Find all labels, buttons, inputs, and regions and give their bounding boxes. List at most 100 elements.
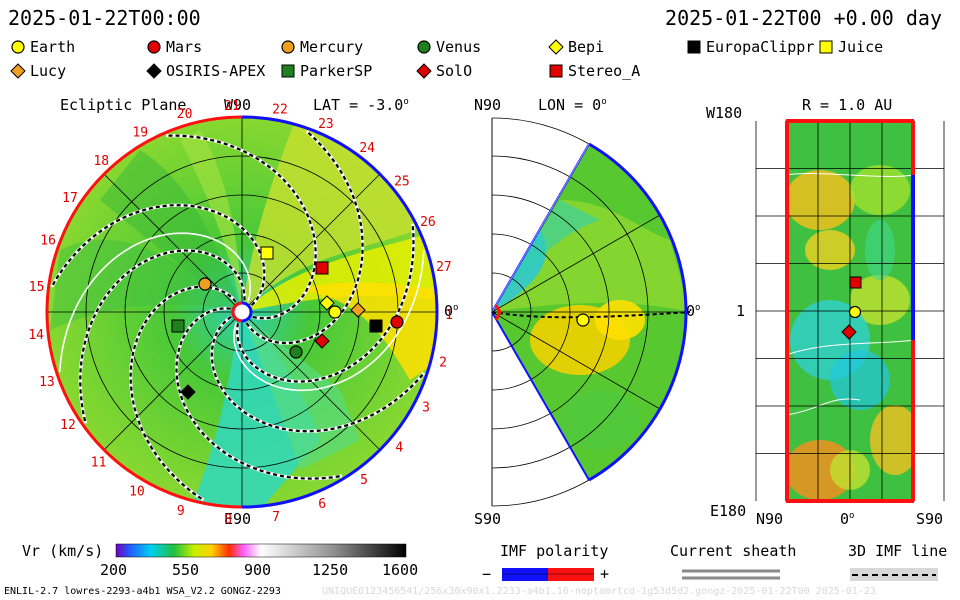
legend-item-earth: Earth — [10, 38, 75, 56]
colorbar-tick-200: 200 — [100, 561, 128, 579]
meridional-right-label: 0o — [686, 302, 701, 320]
legend-item-parkersp: ParkerSP — [280, 62, 372, 80]
rotation-label-1: 1 — [445, 308, 453, 323]
venus-marker-icon — [417, 40, 431, 54]
imf-line — [50, 204, 266, 306]
legend-label: ParkerSP — [300, 62, 373, 80]
ecliptic-top-label: W90 — [224, 96, 252, 114]
meridional-grid-line — [491, 311, 661, 410]
latlon-stereo-a-marker — [849, 276, 862, 289]
rotation-label-23: 23 — [318, 117, 334, 132]
ecliptic-mercury-marker — [198, 277, 212, 291]
ecliptic-title: Ecliptic Plane — [60, 96, 187, 114]
latlon-x-left-label: N90 — [756, 510, 784, 528]
imf-polarity-title: IMF polarity — [500, 542, 609, 560]
rotation-label-12: 12 — [60, 418, 76, 433]
imf-line — [235, 223, 415, 383]
rotation-label-13: 13 — [39, 375, 55, 390]
rotation-label-4: 4 — [395, 441, 403, 456]
parkersp-marker-icon — [281, 64, 295, 78]
rotation-label-17: 17 — [62, 191, 78, 206]
current-sheath-title: Current sheath — [670, 542, 797, 560]
lucy-marker-icon — [10, 63, 26, 79]
date-offset-title: 2025-01-22T00 +0.00 day — [665, 6, 942, 30]
solo-marker-icon — [416, 63, 432, 79]
legend-label: Mars — [166, 38, 203, 56]
mercury-marker-icon — [281, 40, 295, 54]
ecliptic-bepi-marker — [319, 295, 335, 311]
latlon-top-left-label: W180 — [706, 104, 743, 122]
ecliptic-mars-marker — [390, 315, 404, 329]
imf-line — [166, 134, 317, 320]
stereo-a-marker-icon — [549, 64, 563, 78]
latlon-mid-left-label: 1 — [736, 302, 746, 320]
legend-label: Juice — [838, 38, 884, 56]
legend-item-bepi: Bepi — [548, 38, 604, 56]
legend-item-juice: Juice — [818, 38, 883, 56]
rotation-label-5: 5 — [360, 473, 368, 488]
latlon-r-label: R = 1.0 AU — [802, 96, 893, 114]
earth-marker-icon — [11, 40, 25, 54]
ecliptic-imf-lines — [50, 130, 426, 502]
rotation-label-22: 22 — [272, 103, 288, 118]
date-time-title: 2025-01-22T00:00 — [8, 6, 201, 30]
meridional-lon-label: LON = 0o — [538, 96, 607, 114]
imf-positive-swatch — [548, 568, 594, 581]
ecliptic-juice-marker — [260, 246, 274, 260]
colorbar-tick-550: 550 — [172, 561, 200, 579]
imf-plus-label: + — [600, 565, 610, 583]
imf-line-title: 3D IMF line — [848, 542, 948, 560]
imf-minus-label: − — [482, 565, 492, 583]
rotation-label-2: 2 — [439, 356, 447, 371]
rotation-label-16: 16 — [40, 234, 56, 249]
europaclippr-marker-icon — [687, 40, 701, 54]
colorbar-label: Vr (km/s) — [22, 542, 104, 560]
bepi-marker-icon — [548, 39, 564, 55]
meridional-top-label: N90 — [474, 96, 502, 114]
meridional-grid-line — [491, 214, 661, 313]
rotation-label-26: 26 — [420, 215, 436, 230]
rotation-label-25: 25 — [394, 175, 410, 190]
imf-line — [210, 316, 425, 433]
ecliptic-imf-positive-arc — [45, 115, 243, 509]
ecliptic-bodies — [171, 246, 404, 400]
rotation-label-19: 19 — [132, 126, 148, 141]
meridional-panel — [491, 117, 691, 507]
legend-label: Bepi — [568, 38, 605, 56]
legend-item-stereo-a: Stereo_A — [548, 62, 640, 80]
rotation-label-9: 9 — [177, 504, 185, 519]
rotation-label-10: 10 — [129, 484, 145, 499]
imf-line — [245, 130, 364, 345]
rotation-label-3: 3 — [422, 401, 430, 416]
ecliptic-earth-marker — [328, 305, 342, 319]
legend-label: Stereo_A — [568, 62, 641, 80]
latlon-x-mid-label: 0o — [840, 510, 855, 528]
rotation-label-15: 15 — [29, 280, 45, 295]
ecliptic-parkersp-marker — [171, 319, 185, 333]
legend-label: EuropaClippr — [706, 38, 815, 56]
rotation-label-18: 18 — [93, 154, 109, 169]
latlon-panel — [755, 119, 945, 503]
current-sheath-line — [58, 232, 251, 373]
legend-label: Earth — [30, 38, 76, 56]
legend-item-europaclippr: EuropaClippr — [686, 38, 814, 56]
colorbar-tick-900: 900 — [244, 561, 272, 579]
legend-label: Lucy — [30, 62, 67, 80]
footer-run-id: UNIQUE0123456541/256x30x90x1.2233-a4b1.1… — [322, 586, 876, 597]
rotation-label-24: 24 — [359, 141, 375, 156]
rotation-label-6: 6 — [318, 497, 326, 512]
imf-negative-swatch — [502, 568, 548, 581]
legend-label: OSIRIS-APEX — [166, 62, 266, 80]
meridional-earth-marker — [576, 313, 590, 327]
imf-line — [175, 307, 343, 480]
legend-label: Venus — [436, 38, 482, 56]
ecliptic-lat-label: LAT = -3.0o — [313, 96, 409, 114]
rotation-label-7: 7 — [272, 510, 280, 525]
ecliptic-bottom-label: E90 — [224, 510, 252, 528]
colorbar-tick-1250: 1250 — [312, 561, 349, 579]
imf-line — [79, 249, 246, 424]
juice-marker-icon — [819, 40, 833, 54]
